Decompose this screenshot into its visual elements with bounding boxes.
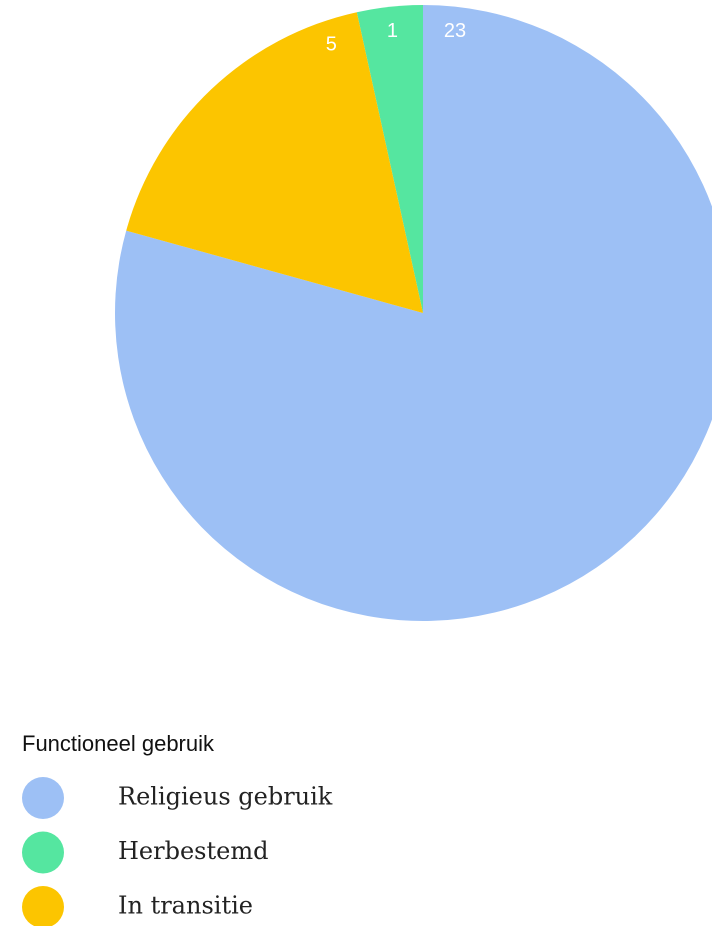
legend-label: Religieus gebruik <box>118 783 333 811</box>
legend: Religieus gebruik Herbestemd In transitie <box>22 777 333 926</box>
legend-swatch <box>22 777 64 819</box>
legend-swatch <box>22 886 64 926</box>
slice-label: 1 <box>387 20 398 42</box>
slice-label: 23 <box>444 20 466 42</box>
pie-slice <box>126 12 424 314</box>
legend-label: Herbestemd <box>118 837 268 865</box>
legend-title: Functioneel gebruik <box>22 731 215 756</box>
legend-swatch <box>22 831 64 874</box>
pie-slice <box>115 5 712 621</box>
slice-label: 5 <box>326 34 337 56</box>
pie: 23 1 5 <box>115 5 712 621</box>
pie-slice <box>356 5 423 313</box>
legend-label: In transitie <box>118 892 253 920</box>
